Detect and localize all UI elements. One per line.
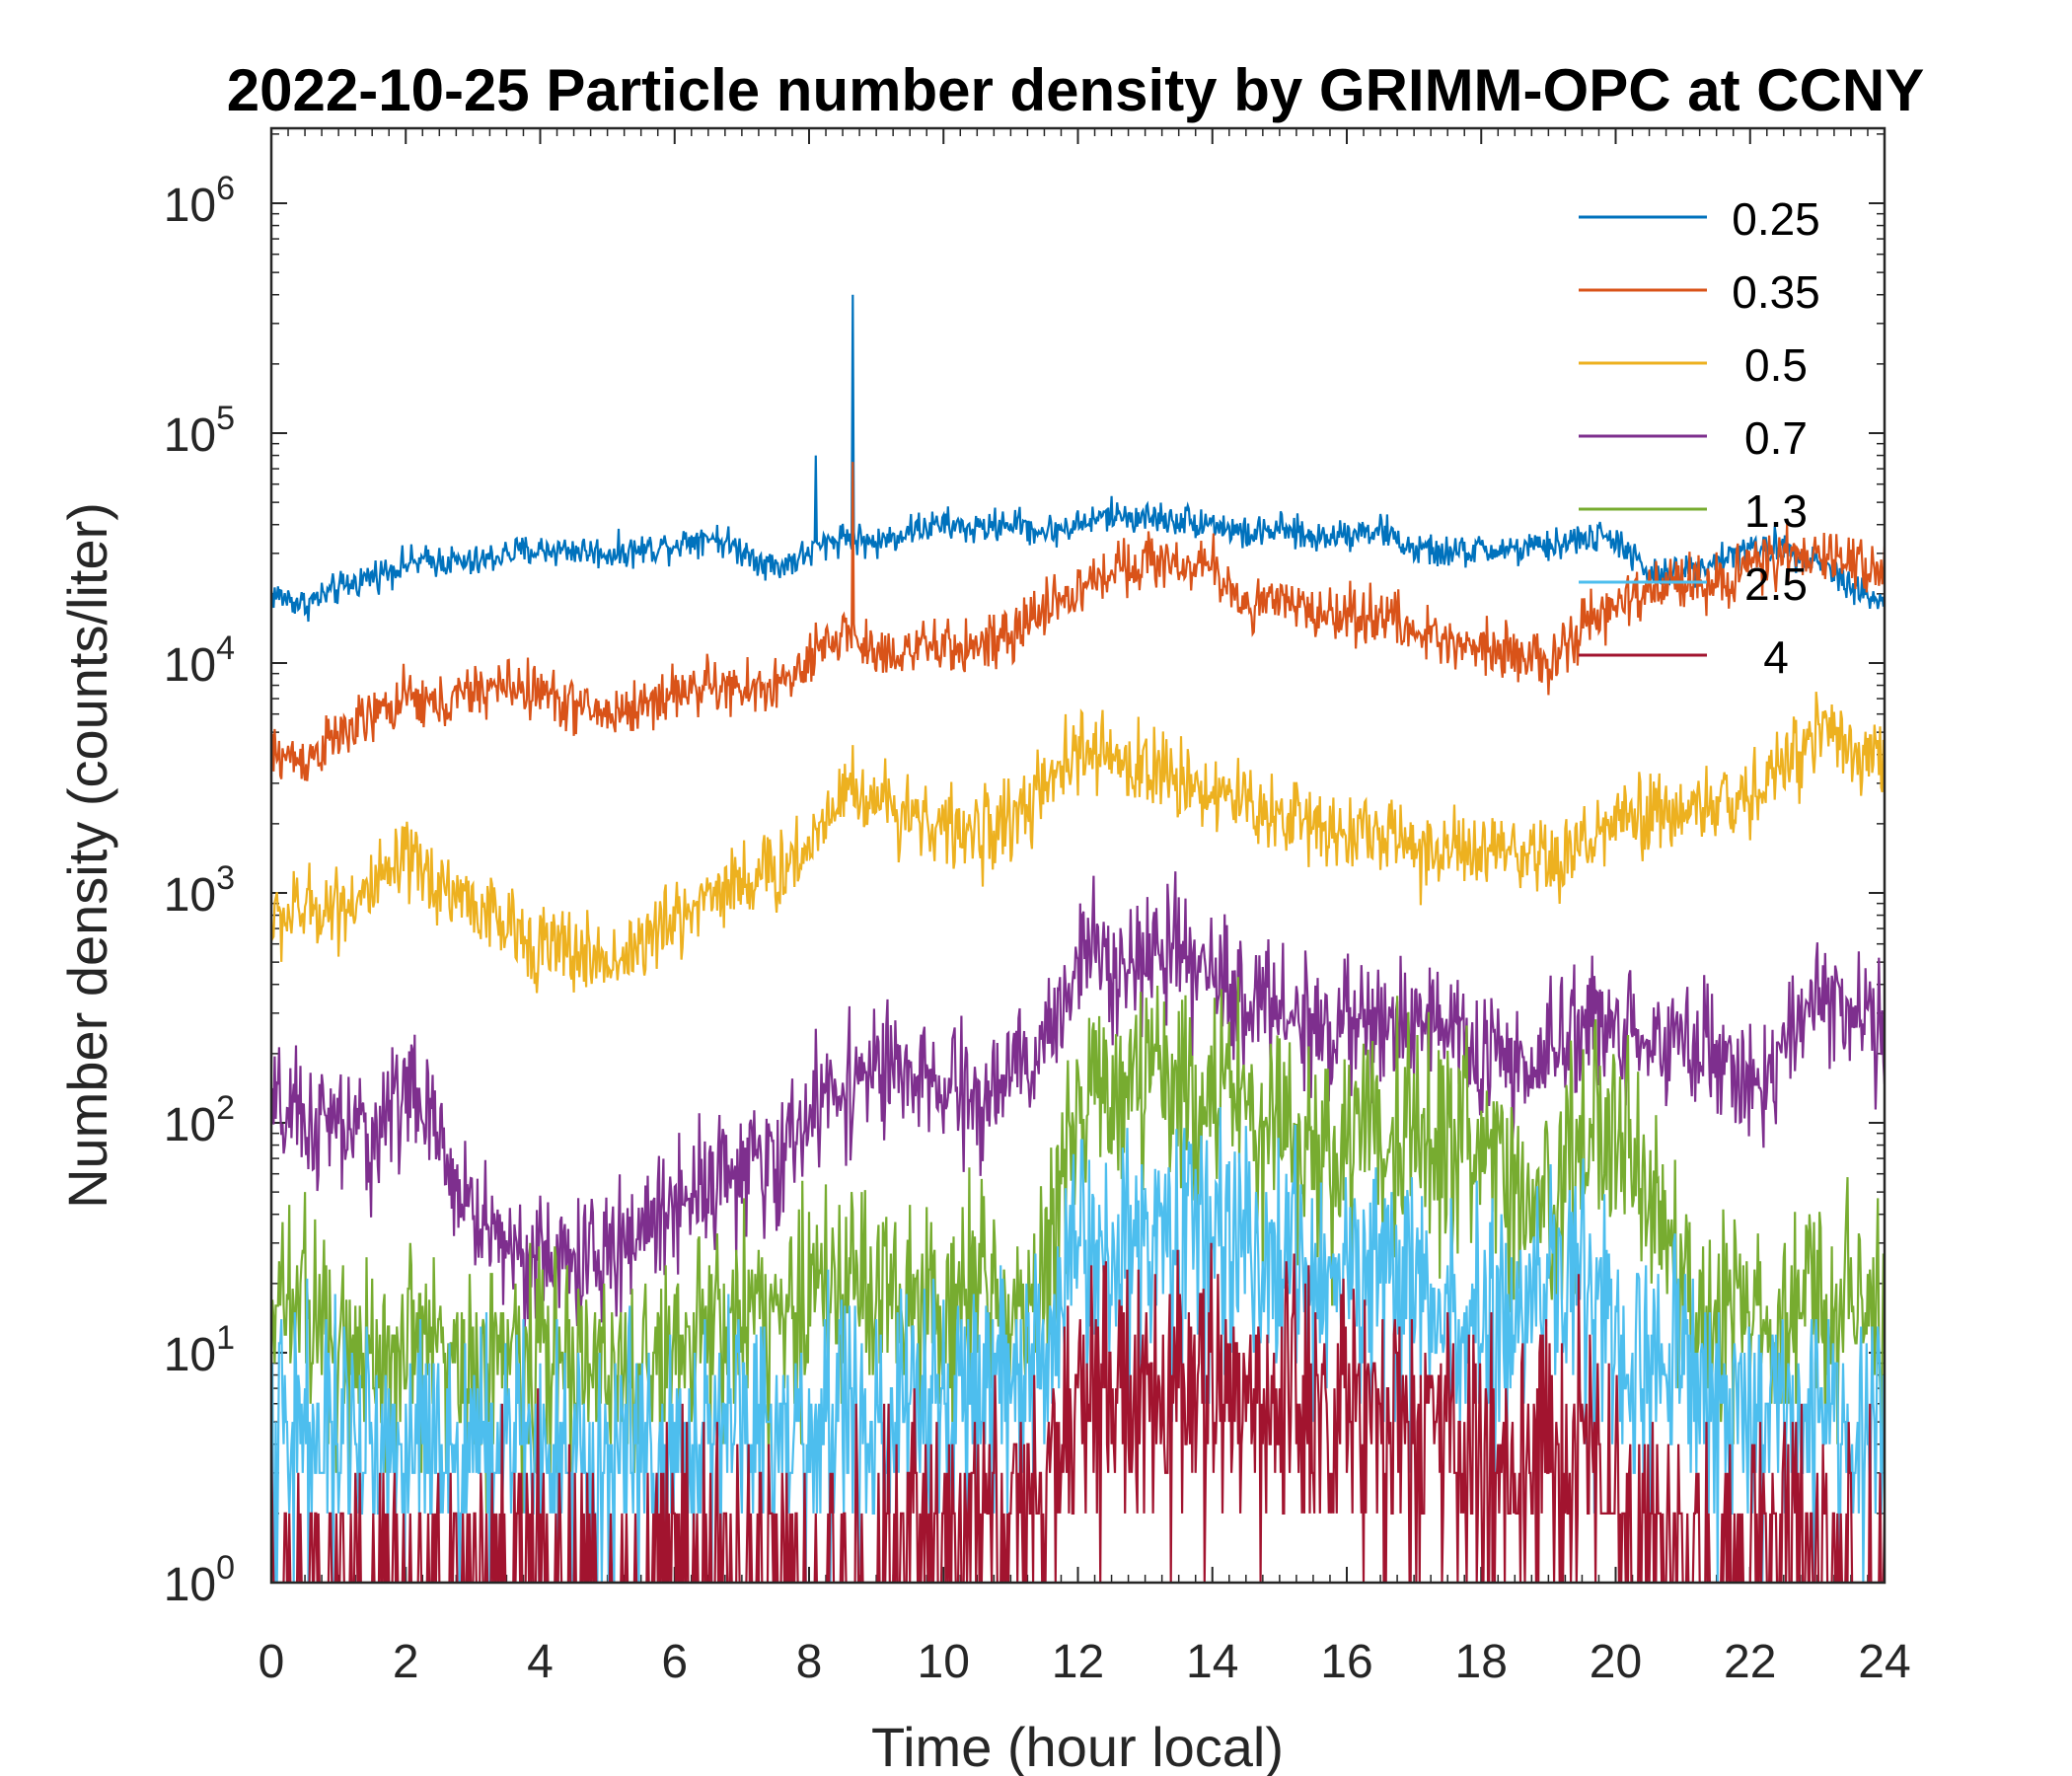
y-tick-label: 106: [164, 170, 235, 232]
legend-label: 1.3: [1744, 485, 1808, 537]
y-tick-label: 104: [164, 629, 235, 692]
plot-frame: [269, 126, 1887, 1585]
series-line-0.7: [271, 871, 1885, 1333]
series-line-4: [271, 1242, 1885, 1583]
y-tick-label: 101: [164, 1319, 235, 1381]
x-tick-label: 6: [661, 1636, 688, 1688]
legend-label: 0.25: [1732, 193, 1820, 245]
x-tick-label: 18: [1455, 1636, 1508, 1688]
y-tick-label: 103: [164, 859, 235, 922]
y-axis-label: Number density (counts/liter): [56, 502, 118, 1209]
x-tick-label: 14: [1186, 1636, 1238, 1688]
x-tick-label: 20: [1590, 1636, 1642, 1688]
y-tick-label: 105: [164, 400, 235, 462]
x-tick-label: 10: [918, 1636, 970, 1688]
series-line-2.5: [271, 1107, 1885, 1583]
legend-label: 0.35: [1732, 266, 1820, 318]
series-line-0.35: [271, 462, 1885, 781]
legend-label: 0.5: [1744, 339, 1808, 391]
legend: 0.25 0.35 0.5 0.7 1.3 2.5 4: [1579, 193, 1820, 683]
x-tick-label: 8: [796, 1636, 823, 1688]
legend-label: 0.7: [1744, 412, 1808, 464]
y-tick-label: 102: [164, 1089, 235, 1151]
x-tick-label: 16: [1320, 1636, 1372, 1688]
x-tick-label: 4: [527, 1636, 554, 1688]
series-line-0.25: [271, 294, 1885, 623]
legend-label: 4: [1763, 631, 1789, 683]
chart-title: 2022-10-25 Particle number density by GR…: [227, 57, 1925, 123]
x-tick-label: 22: [1724, 1636, 1776, 1688]
x-tick-labels: 0 2 4 6 8 10 12 14 16 18 20 22 24: [259, 1636, 1911, 1688]
x-tick-label: 0: [259, 1636, 285, 1688]
x-tick-label: 12: [1052, 1636, 1104, 1688]
series-line-0.5: [271, 692, 1885, 994]
series-line-1.3: [271, 977, 1885, 1514]
y-tick-labels: 100 101 102 103 104 105 106: [164, 170, 235, 1611]
x-axis-label: Time (hour local): [871, 1716, 1284, 1776]
x-tick-label: 24: [1858, 1636, 1910, 1688]
legend-label: 2.5: [1744, 558, 1808, 610]
x-tick-label: 2: [393, 1636, 419, 1688]
y-tick-label: 100: [164, 1549, 235, 1611]
series-lines: [271, 294, 1885, 1583]
